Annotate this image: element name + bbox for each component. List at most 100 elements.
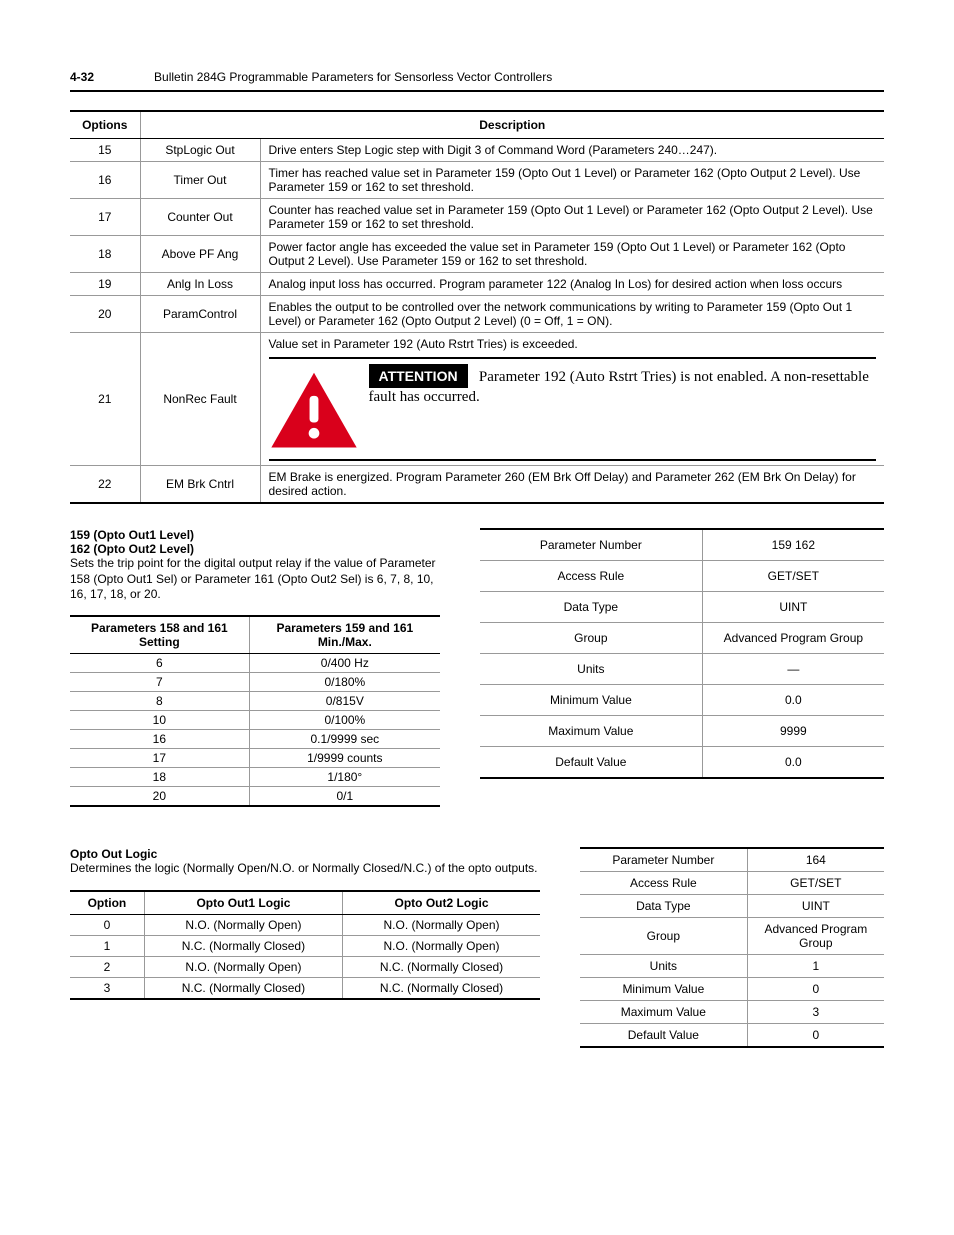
info-key: Group <box>480 623 702 654</box>
table-row: Minimum Value0 <box>580 977 884 1000</box>
table-row: Access RuleGET/SET <box>480 561 884 592</box>
table-row: 22 EM Brk Cntrl EM Brake is energized. P… <box>70 466 884 504</box>
opt-name: StpLogic Out <box>140 139 260 162</box>
logic-header-option: Option <box>70 891 144 915</box>
table-row-nonrec-fault: 21 NonRec Fault Value set in Parameter 1… <box>70 333 884 466</box>
cell: 7 <box>70 672 249 691</box>
opt-num: 17 <box>70 199 140 236</box>
info-val: 159 162 <box>702 529 884 561</box>
header-title: Bulletin 284G Programmable Parameters fo… <box>154 70 552 84</box>
cell: 18 <box>70 767 249 786</box>
cell: N.C. (Normally Closed) <box>343 978 540 1000</box>
opt-desc: Drive enters Step Logic step with Digit … <box>260 139 884 162</box>
attention-block: ATTENTION Parameter 192 (Auto Rstrt Trie… <box>269 357 877 461</box>
opt-num: 19 <box>70 273 140 296</box>
table-row: Data TypeUINT <box>580 894 884 917</box>
table-row: GroupAdvanced Program Group <box>580 917 884 954</box>
table-row: 19 Anlg In Loss Analog input loss has oc… <box>70 273 884 296</box>
opt-desc-attention: Value set in Parameter 192 (Auto Rstrt T… <box>260 333 884 466</box>
cell: 16 <box>70 729 249 748</box>
cell: 1/180° <box>249 767 440 786</box>
info-key: Access Rule <box>580 871 747 894</box>
opt-name: Above PF Ang <box>140 236 260 273</box>
logic-header-out2: Opto Out2 Logic <box>343 891 540 915</box>
table-row: 80/815V <box>70 691 440 710</box>
opt-num: 16 <box>70 162 140 199</box>
cell: 0/1 <box>249 786 440 806</box>
table-row: 0N.O. (Normally Open)N.O. (Normally Open… <box>70 915 540 936</box>
info-val: Advanced Program Group <box>747 917 884 954</box>
table-row: 70/180% <box>70 672 440 691</box>
table-row: 18 Above PF Ang Power factor angle has e… <box>70 236 884 273</box>
param-heading-162: 162 (Opto Out2 Level) <box>70 542 440 556</box>
table-row: 160.1/9999 sec <box>70 729 440 748</box>
table-row: Units1 <box>580 954 884 977</box>
param-159-left: 159 (Opto Out1 Level) 162 (Opto Out2 Lev… <box>70 528 440 807</box>
opto-logic-desc: Determines the logic (Normally Open/N.O.… <box>70 861 540 877</box>
opt-desc: Enables the output to be controlled over… <box>260 296 884 333</box>
param-159-desc: Sets the trip point for the digital outp… <box>70 556 440 603</box>
param-159-right: Parameter Number159 162 Access RuleGET/S… <box>480 528 884 779</box>
options-header-options: Options <box>70 111 140 139</box>
opto-logic-info-table: Parameter Number164 Access RuleGET/SET D… <box>580 847 884 1048</box>
cell: 0/815V <box>249 691 440 710</box>
cell: 1 <box>70 936 144 957</box>
param-159-section: 159 (Opto Out1 Level) 162 (Opto Out2 Lev… <box>70 528 884 807</box>
opto-logic-right: Parameter Number164 Access RuleGET/SET D… <box>580 847 884 1048</box>
info-val: — <box>702 654 884 685</box>
param-159-settings-table: Parameters 158 and 161 Setting Parameter… <box>70 615 440 807</box>
opt-desc: Analog input loss has occurred. Program … <box>260 273 884 296</box>
page: 4-32 Bulletin 284G Programmable Paramete… <box>0 0 954 1128</box>
logic-header-out1: Opto Out1 Logic <box>144 891 342 915</box>
table-row: Access RuleGET/SET <box>580 871 884 894</box>
opt-num: 20 <box>70 296 140 333</box>
info-val: Advanced Program Group <box>702 623 884 654</box>
opto-logic-section: Opto Out Logic Determines the logic (Nor… <box>70 847 884 1048</box>
table-row: 171/9999 counts <box>70 748 440 767</box>
cell: 2 <box>70 957 144 978</box>
table-row: Parameter Number164 <box>580 848 884 872</box>
opto-logic-table: Option Opto Out1 Logic Opto Out2 Logic 0… <box>70 890 540 1000</box>
info-val: 0.0 <box>702 747 884 779</box>
table-row: 15 StpLogic Out Drive enters Step Logic … <box>70 139 884 162</box>
info-val: 0 <box>747 977 884 1000</box>
info-key: Group <box>580 917 747 954</box>
table-row: 3N.C. (Normally Closed)N.C. (Normally Cl… <box>70 978 540 1000</box>
cell: 0/180% <box>249 672 440 691</box>
table-row: Parameter Number159 162 <box>480 529 884 561</box>
info-val: GET/SET <box>702 561 884 592</box>
opt-desc: EM Brake is energized. Program Parameter… <box>260 466 884 504</box>
cell: 0.1/9999 sec <box>249 729 440 748</box>
table-row: Data TypeUINT <box>480 592 884 623</box>
param-heading-159: 159 (Opto Out1 Level) <box>70 528 440 542</box>
table-row: Default Value0 <box>580 1023 884 1047</box>
opt-num: 15 <box>70 139 140 162</box>
info-key: Minimum Value <box>580 977 747 1000</box>
table-row: 181/180° <box>70 767 440 786</box>
info-key: Parameter Number <box>580 848 747 872</box>
opto-logic-left: Opto Out Logic Determines the logic (Nor… <box>70 847 540 1001</box>
info-key: Data Type <box>580 894 747 917</box>
table-row: 200/1 <box>70 786 440 806</box>
opt-name: EM Brk Cntrl <box>140 466 260 504</box>
options-table: Options Description 15 StpLogic Out Driv… <box>70 110 884 504</box>
info-val: UINT <box>702 592 884 623</box>
info-val: 0 <box>747 1023 884 1047</box>
info-val: UINT <box>747 894 884 917</box>
info-key: Units <box>580 954 747 977</box>
page-header: 4-32 Bulletin 284G Programmable Paramete… <box>70 70 884 84</box>
cell: 6 <box>70 653 249 672</box>
settings-header-2: Parameters 159 and 161 Min./Max. <box>249 616 440 654</box>
cell: N.O. (Normally Open) <box>343 915 540 936</box>
info-key: Parameter Number <box>480 529 702 561</box>
table-row: 2N.O. (Normally Open)N.C. (Normally Clos… <box>70 957 540 978</box>
param-159-info-table: Parameter Number159 162 Access RuleGET/S… <box>480 528 884 779</box>
info-key: Default Value <box>480 747 702 779</box>
cell: 17 <box>70 748 249 767</box>
info-key: Data Type <box>480 592 702 623</box>
table-row: GroupAdvanced Program Group <box>480 623 884 654</box>
opt-name: Counter Out <box>140 199 260 236</box>
info-key: Maximum Value <box>580 1000 747 1023</box>
opto-logic-heading: Opto Out Logic <box>70 847 540 861</box>
cell: 8 <box>70 691 249 710</box>
